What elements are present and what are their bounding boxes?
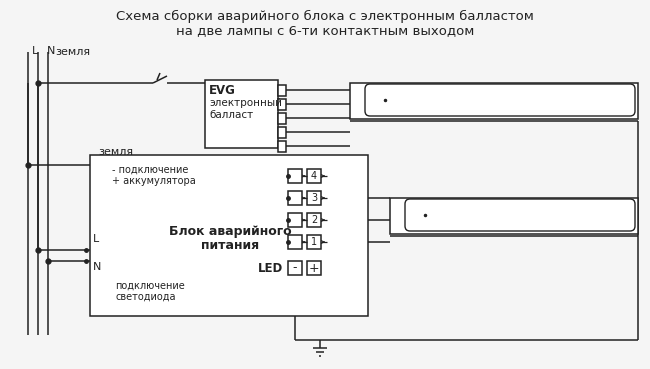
Bar bbox=[278, 85, 286, 96]
Bar bbox=[205, 80, 278, 148]
Bar bbox=[90, 155, 368, 316]
Text: - подключение: - подключение bbox=[112, 165, 188, 175]
Text: N: N bbox=[93, 262, 101, 272]
Bar bbox=[307, 169, 321, 183]
Text: Схема сборки аварийного блока с электронным балластом: Схема сборки аварийного блока с электрон… bbox=[116, 10, 534, 23]
Text: светодиода: светодиода bbox=[115, 292, 176, 302]
Text: земля: земля bbox=[55, 47, 90, 57]
Text: L: L bbox=[93, 234, 99, 244]
Text: LED: LED bbox=[258, 262, 283, 275]
Text: электронный: электронный bbox=[209, 98, 282, 108]
Bar bbox=[390, 198, 638, 234]
Text: + аккумулятора: + аккумулятора bbox=[112, 176, 196, 186]
Text: 4: 4 bbox=[311, 171, 317, 181]
Bar bbox=[307, 235, 321, 249]
FancyBboxPatch shape bbox=[365, 84, 635, 116]
Bar bbox=[288, 213, 302, 227]
Text: Блок аварийного: Блок аварийного bbox=[169, 225, 291, 238]
Text: подключение: подключение bbox=[115, 281, 185, 291]
Text: +: + bbox=[309, 262, 319, 275]
Bar bbox=[278, 113, 286, 124]
Text: 2: 2 bbox=[311, 215, 317, 225]
Text: -: - bbox=[292, 262, 297, 275]
Text: на две лампы с 6-ти контактным выходом: на две лампы с 6-ти контактным выходом bbox=[176, 24, 474, 37]
Bar bbox=[288, 235, 302, 249]
Bar bbox=[307, 261, 321, 275]
Bar bbox=[307, 213, 321, 227]
Text: балласт: балласт bbox=[209, 110, 253, 120]
Text: 3: 3 bbox=[311, 193, 317, 203]
Bar bbox=[278, 127, 286, 138]
FancyBboxPatch shape bbox=[405, 199, 635, 231]
Text: земля: земля bbox=[98, 147, 133, 157]
Bar bbox=[350, 83, 638, 119]
Bar bbox=[288, 191, 302, 205]
Text: L: L bbox=[32, 46, 38, 56]
Text: 1: 1 bbox=[311, 237, 317, 247]
Bar bbox=[288, 169, 302, 183]
Text: EVG: EVG bbox=[209, 84, 236, 97]
Bar bbox=[278, 141, 286, 152]
Text: питания: питания bbox=[201, 239, 259, 252]
Bar bbox=[307, 191, 321, 205]
Text: N: N bbox=[47, 46, 55, 56]
Bar bbox=[278, 99, 286, 110]
Bar bbox=[288, 261, 302, 275]
